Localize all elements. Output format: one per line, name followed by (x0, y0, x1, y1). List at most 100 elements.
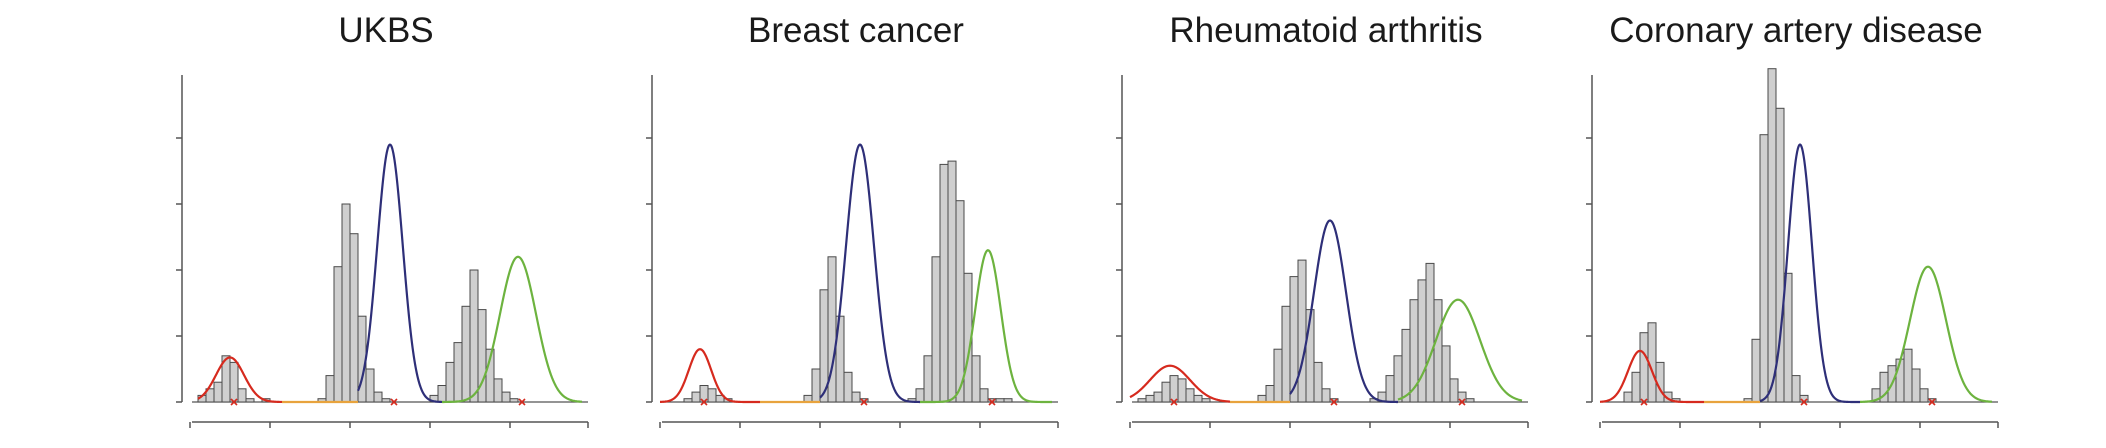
histogram-bar (1791, 375, 1801, 403)
panel-title: Breast cancer (748, 11, 964, 50)
fit-curve (659, 348, 760, 404)
histogram-bar (931, 256, 941, 403)
fit-curve (1397, 298, 1523, 402)
histogram-bar (923, 355, 933, 403)
histogram-bar (1895, 358, 1905, 403)
histogram-bar (325, 375, 335, 403)
histogram-bar (445, 361, 455, 403)
peak-marker (1330, 398, 1338, 406)
fit-curve (819, 143, 920, 404)
histogram-bar (955, 200, 965, 403)
histogram-bar (213, 381, 223, 403)
histogram-bar (1321, 388, 1331, 403)
histogram-bar (365, 368, 375, 403)
peak-marker (1170, 398, 1178, 406)
panel-ukbs: UKBS (176, 11, 589, 428)
histogram-bar (1919, 388, 1929, 403)
histogram-bar (1161, 381, 1171, 403)
peak-marker (1928, 398, 1936, 406)
plot-area (646, 75, 1059, 428)
histogram-bar (1313, 361, 1323, 403)
histogram-bar (1775, 107, 1785, 403)
histogram-bar (939, 163, 949, 403)
histogram-bar (1003, 398, 1013, 403)
histogram-bar (493, 378, 503, 403)
plot-area (1586, 68, 1999, 428)
histogram-bar (1201, 398, 1211, 403)
histogram-bar (229, 361, 239, 403)
plot-area (1116, 75, 1529, 428)
histogram-bar (1393, 355, 1403, 403)
histogram-bar (1767, 68, 1777, 403)
peak-marker (700, 398, 708, 406)
histogram-bar (1631, 371, 1641, 403)
histogram-bar (1911, 368, 1921, 403)
histogram-bar (1425, 262, 1435, 403)
histogram-bar (1177, 378, 1187, 403)
histogram-bar (1639, 332, 1649, 403)
histogram-bar (683, 398, 693, 403)
histogram-bar (1265, 385, 1275, 403)
histogram-bar (947, 160, 957, 403)
histogram-bar (1663, 391, 1673, 403)
histogram-bar (1297, 259, 1307, 403)
fit-curve (197, 356, 283, 404)
histogram-bar (843, 371, 853, 403)
peak-marker (230, 398, 238, 406)
histogram-bar (1193, 394, 1203, 403)
peak-marker (518, 398, 526, 406)
panel-rheumatoid-arthritis: Rheumatoid arthritis (1116, 11, 1529, 428)
peak-marker (988, 398, 996, 406)
peak-marker (390, 398, 398, 406)
histogram-bar (1759, 134, 1769, 403)
histogram-bar (437, 385, 447, 403)
histogram-bar (811, 368, 821, 403)
fit-curve (1759, 143, 1860, 404)
histogram-bar (1623, 391, 1633, 403)
histogram-bar (1441, 345, 1451, 403)
histogram-bar (1185, 388, 1195, 403)
fit-curve (920, 249, 1052, 404)
histogram-bar (1169, 375, 1179, 403)
panel-title: UKBS (338, 11, 433, 50)
histogram-bar (509, 398, 519, 403)
histogram-bar (381, 398, 391, 403)
histogram-bar (453, 342, 463, 403)
histogram-bar (1281, 305, 1291, 403)
histogram-bar (1137, 398, 1147, 403)
histogram-bar (1449, 378, 1459, 403)
peak-marker (1640, 398, 1648, 406)
histogram-bar (1305, 309, 1315, 403)
histogram-bar (333, 266, 343, 403)
histogram-bar (979, 388, 989, 403)
panel-coronary-artery-disease: Coronary artery disease (1586, 11, 1999, 428)
peak-marker (860, 398, 868, 406)
histogram-bar (469, 269, 479, 403)
panel-title: Rheumatoid arthritis (1169, 11, 1482, 50)
histogram-bar (461, 305, 471, 403)
histogram-bar (349, 233, 359, 403)
fit-curve (1859, 265, 1993, 403)
histogram-bar (237, 388, 247, 403)
histogram-bar (1457, 391, 1467, 403)
plot-area (176, 75, 589, 428)
histogram-bar (1417, 279, 1427, 403)
histogram-bar (373, 391, 383, 403)
histogram-bar (1903, 348, 1913, 403)
peak-marker (1800, 398, 1808, 406)
histogram-bar (995, 398, 1005, 403)
fit-curve (1289, 219, 1399, 404)
histogram-bar (1273, 348, 1283, 403)
histogram-bar (485, 348, 495, 403)
histogram-bar (1145, 394, 1155, 403)
histogram-bar (851, 391, 861, 403)
histogram-bar (341, 203, 351, 403)
fit-curve (442, 255, 583, 404)
histogram-bar (1751, 338, 1761, 403)
peak-marker (1458, 398, 1466, 406)
histogram-bar (1465, 398, 1475, 403)
fit-curve (1129, 364, 1231, 403)
histogram-bar (245, 398, 255, 403)
histogram-bar (915, 388, 925, 403)
